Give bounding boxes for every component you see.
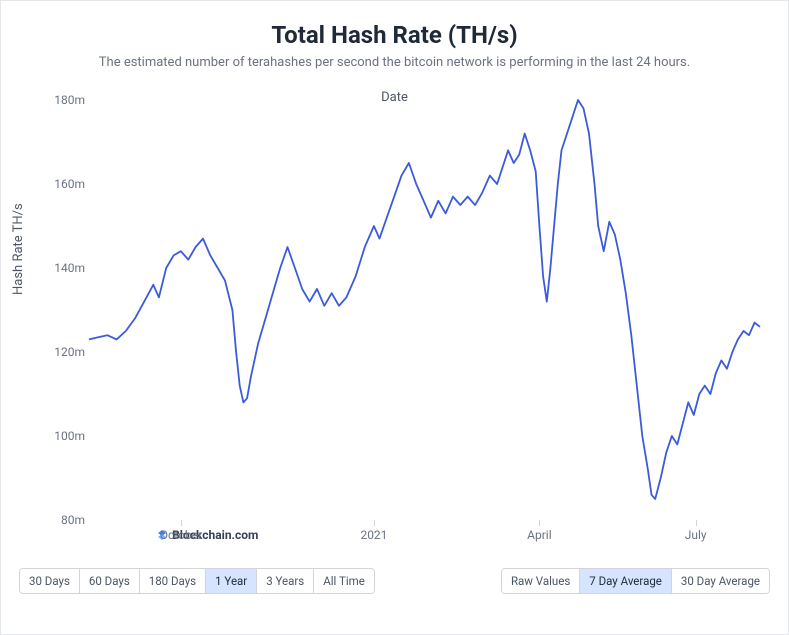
time-range-button-1-year[interactable]: 1 Year <box>206 569 257 593</box>
x-tick-mark <box>539 520 540 526</box>
y-tick-label: 80m <box>47 513 85 527</box>
hashrate-line <box>89 100 760 499</box>
x-tick-label: April <box>527 528 551 542</box>
smoothing-button-raw-values[interactable]: Raw Values <box>502 569 580 593</box>
x-tick-mark <box>181 520 182 526</box>
y-tick-label: 140m <box>47 261 85 275</box>
chart-subtitle: The estimated number of terahashes per s… <box>19 55 770 70</box>
plot-area: Blockchain.com 80m100m120m140m160m180mOc… <box>89 100 760 520</box>
smoothing-button-7-day-average[interactable]: 7 Day Average <box>580 569 672 593</box>
y-tick-label: 180m <box>47 93 85 107</box>
chart-controls: 30 Days60 Days180 Days1 Year3 YearsAll T… <box>19 568 770 594</box>
x-tick-label: July <box>685 528 707 542</box>
time-range-buttons: 30 Days60 Days180 Days1 Year3 YearsAll T… <box>19 568 375 594</box>
smoothing-button-30-day-average[interactable]: 30 Day Average <box>672 569 769 593</box>
chart-container: Hash Rate TH/s Blockchain.com 80m100m120… <box>19 90 770 560</box>
y-tick-label: 160m <box>47 177 85 191</box>
time-range-button-all-time[interactable]: All Time <box>314 569 374 593</box>
y-tick-label: 120m <box>47 345 85 359</box>
x-tick-label: October <box>160 528 202 542</box>
y-axis-label: Hash Rate TH/s <box>11 203 26 295</box>
smoothing-buttons: Raw Values7 Day Average30 Day Average <box>501 568 770 594</box>
time-range-button-180-days[interactable]: 180 Days <box>140 569 206 593</box>
chart-title: Total Hash Rate (TH/s) <box>19 21 770 49</box>
time-range-button-60-days[interactable]: 60 Days <box>80 569 140 593</box>
time-range-button-3-years[interactable]: 3 Years <box>257 569 314 593</box>
time-range-button-30-days[interactable]: 30 Days <box>20 569 80 593</box>
line-chart-svg <box>89 100 760 520</box>
y-tick-label: 100m <box>47 429 85 443</box>
x-tick-mark <box>696 520 697 526</box>
x-tick-label: 2021 <box>360 528 387 542</box>
x-tick-mark <box>374 520 375 526</box>
